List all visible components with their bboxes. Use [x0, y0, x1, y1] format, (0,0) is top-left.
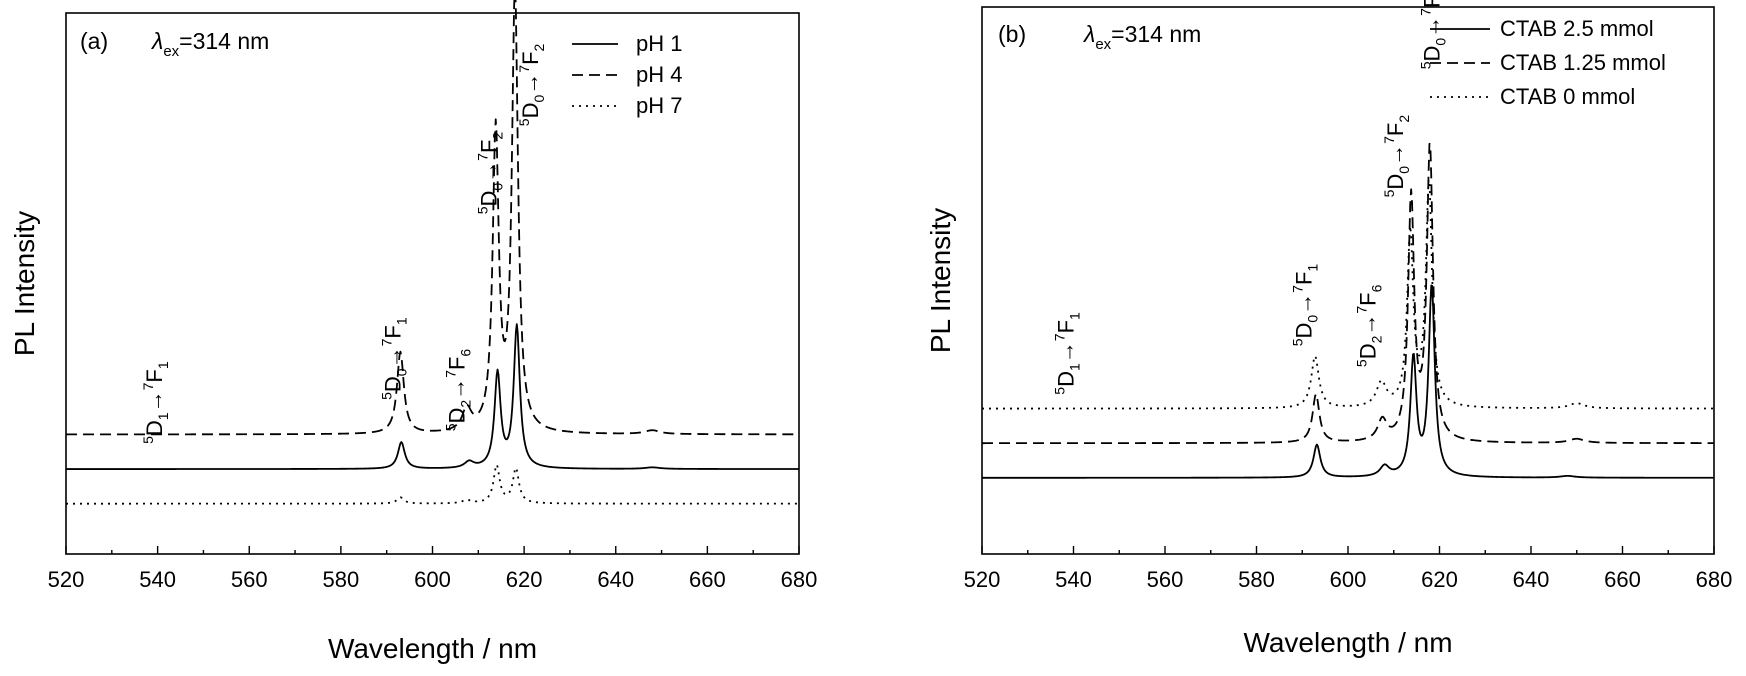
x-tick-label: 600 — [414, 567, 451, 592]
x-tick-label: 640 — [597, 567, 634, 592]
excitation-wavelength: λex=314 nm — [150, 28, 269, 60]
legend: pH 1 pH 4 pH 7 — [572, 31, 682, 118]
transition-labels: 5D1→7F1 5D0→7F1 5D2→7F6 5D0→7F2 5D0→7F2 — [1052, 0, 1449, 395]
plot-frame — [65, 12, 800, 555]
lambda-value: =314 nm — [1111, 21, 1201, 47]
transition-label: 5D0→7F2 — [475, 132, 506, 215]
transition-label: 5D2→7F6 — [443, 349, 474, 432]
series-line-2 — [982, 142, 1714, 445]
x-tick-label: 620 — [1421, 567, 1458, 592]
legend-entry: pH 1 — [636, 31, 682, 56]
lambda-symbol: λ — [1082, 21, 1095, 47]
x-ticks: 520 540 560 580 600 620 640 660 680 — [48, 546, 818, 592]
legend-entry: pH 4 — [636, 62, 682, 87]
panel-a: (a) λex=314 nm Wavelength / nm PL Intens… — [9, 0, 817, 664]
x-tick-label: 520 — [964, 567, 1001, 592]
series-line-2 — [66, 0, 799, 436]
transition-label: 5D1→7F1 — [140, 361, 171, 444]
lambda-subscript: ex — [163, 43, 179, 60]
x-tick-label: 640 — [1513, 567, 1550, 592]
lambda-subscript: ex — [1095, 36, 1111, 53]
series-line-3 — [982, 178, 1715, 410]
series-group — [982, 142, 1715, 479]
transition-label: 5D0→7F1 — [378, 317, 409, 400]
excitation-wavelength: λex=314 nm — [1082, 21, 1201, 53]
x-axis-label: Wavelength / nm — [1243, 627, 1452, 658]
x-tick-label: 680 — [1696, 567, 1733, 592]
legend-entry: CTAB 2.5 mmol — [1500, 16, 1654, 41]
x-tick-label: 680 — [781, 567, 818, 592]
x-axis-label: Wavelength / nm — [328, 633, 537, 664]
legend: CTAB 2.5 mmol CTAB 1.25 mmol CTAB 0 mmol — [1430, 16, 1666, 109]
panel-label: (b) — [998, 21, 1026, 47]
x-tick-label: 600 — [1330, 567, 1367, 592]
lambda-value: =314 nm — [179, 28, 269, 54]
series-line-1 — [982, 284, 1714, 479]
y-axis-label: PL Intensity — [9, 211, 40, 356]
x-tick-label: 580 — [323, 567, 360, 592]
series-line-1 — [66, 323, 799, 470]
transition-label: 5D2→7F6 — [1354, 284, 1385, 367]
x-tick-label: 560 — [231, 567, 268, 592]
legend-entry: CTAB 0 mmol — [1500, 84, 1635, 109]
x-tick-label: 540 — [139, 567, 176, 592]
x-tick-label: 580 — [1238, 567, 1275, 592]
transition-label: 5D0→7F2 — [1418, 0, 1449, 69]
transition-label: 5D0→7F2 — [1381, 115, 1412, 198]
panel-label: (a) — [80, 28, 108, 54]
legend-entry: CTAB 1.25 mmol — [1500, 50, 1666, 75]
x-tick-label: 540 — [1055, 567, 1092, 592]
x-ticks: 520 540 560 580 600 620 640 660 680 — [964, 546, 1733, 592]
panel-b: (b) λex=314 nm Wavelength / nm PL Intens… — [925, 0, 1732, 658]
x-tick-label: 520 — [48, 567, 85, 592]
x-tick-label: 620 — [506, 567, 543, 592]
series-group — [66, 0, 799, 505]
y-axis-label: PL Intensity — [925, 208, 956, 353]
x-tick-label: 660 — [689, 567, 726, 592]
transition-label: 5D0→7F1 — [1289, 264, 1320, 347]
lambda-symbol: λ — [150, 28, 163, 54]
transition-labels: 5D1→7F1 5D0→7F1 5D2→7F6 5D0→7F2 5D0→7F2 — [140, 43, 547, 443]
transition-label: 5D1→7F1 — [1052, 312, 1083, 395]
x-tick-label: 560 — [1147, 567, 1184, 592]
legend-entry: pH 7 — [636, 93, 682, 118]
series-line-3 — [66, 463, 799, 505]
transition-label: 5D0→7F2 — [516, 43, 547, 126]
x-tick-label: 660 — [1604, 567, 1641, 592]
